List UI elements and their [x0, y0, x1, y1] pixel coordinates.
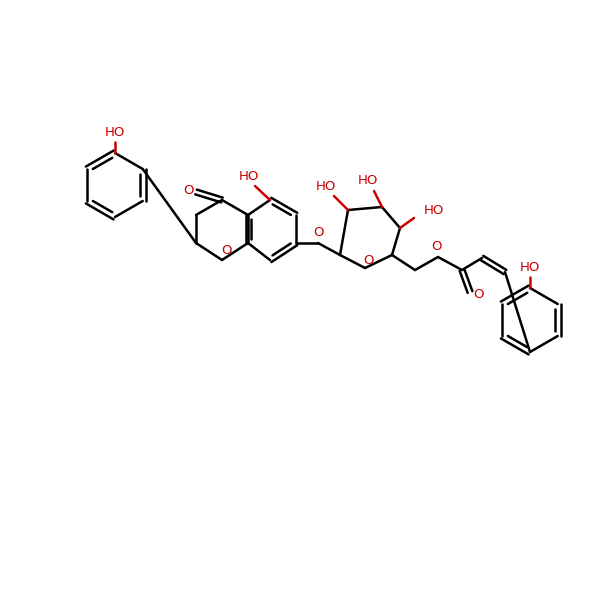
- Text: O: O: [364, 253, 374, 266]
- Text: O: O: [313, 226, 323, 239]
- Text: O: O: [473, 287, 483, 301]
- Text: HO: HO: [424, 203, 445, 217]
- Text: HO: HO: [239, 169, 259, 182]
- Text: O: O: [431, 239, 441, 253]
- Text: HO: HO: [520, 261, 540, 274]
- Text: HO: HO: [316, 179, 336, 193]
- Text: O: O: [221, 244, 231, 257]
- Text: HO: HO: [105, 126, 125, 139]
- Text: HO: HO: [358, 175, 378, 187]
- Text: O: O: [184, 184, 194, 196]
